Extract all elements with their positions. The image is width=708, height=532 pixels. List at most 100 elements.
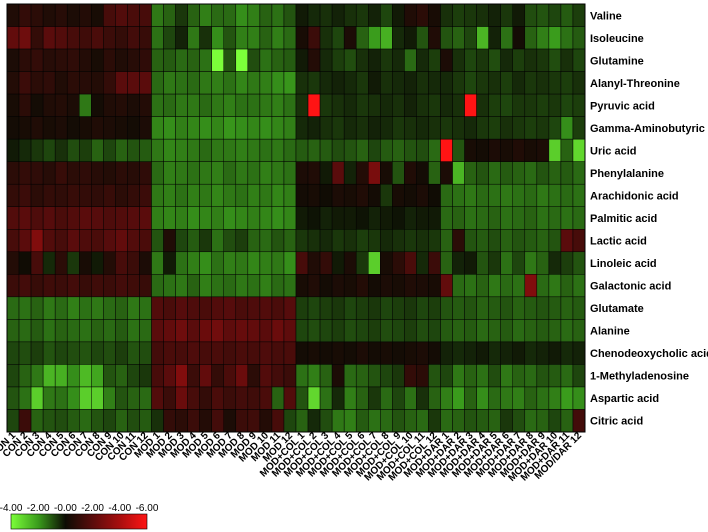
heatmap-cell <box>199 409 212 433</box>
heatmap-cell <box>536 341 550 365</box>
heatmap-cell <box>536 93 550 117</box>
heatmap-cell <box>259 138 273 162</box>
heatmap-cell <box>452 319 465 343</box>
heatmap-cell <box>271 116 285 140</box>
heatmap-cell <box>115 206 128 230</box>
heatmap-cell <box>115 341 128 365</box>
heatmap-cell <box>54 274 68 298</box>
heatmap-cell <box>560 319 574 343</box>
heatmap-cell <box>380 161 393 185</box>
heatmap-cell <box>175 138 188 162</box>
heatmap-cell <box>283 26 297 50</box>
heatmap-cell <box>331 386 345 410</box>
heatmap-cell <box>79 138 92 162</box>
heatmap-cell <box>54 183 68 207</box>
heatmap-cell <box>175 251 188 275</box>
heatmap-cell <box>139 3 152 27</box>
heatmap-cell <box>560 3 574 27</box>
heatmap-cell <box>127 26 140 50</box>
heatmap-cell <box>139 183 152 207</box>
heatmap-cell <box>42 229 56 253</box>
heatmap-cell <box>428 161 441 185</box>
heatmap-cell <box>560 386 574 410</box>
heatmap-cell <box>392 319 405 343</box>
heatmap-cell <box>404 71 417 95</box>
heatmap-cell <box>127 48 140 72</box>
heatmap-cell <box>91 251 104 275</box>
heatmap-cell <box>151 93 164 117</box>
heatmap-cell <box>500 319 513 343</box>
heatmap-cell <box>199 364 212 388</box>
heatmap-cell <box>331 26 345 50</box>
heatmap-cell <box>30 409 44 433</box>
heatmap-cell <box>319 71 333 95</box>
heatmap-cell <box>199 3 212 27</box>
heatmap-cell <box>223 229 237 253</box>
heatmap-cell <box>476 116 489 140</box>
heatmap-cell <box>476 161 489 185</box>
heatmap-cell <box>331 116 345 140</box>
heatmap-cell <box>428 71 441 95</box>
heatmap-cell <box>524 93 538 117</box>
heatmap-cell <box>464 3 477 27</box>
heatmap-cell <box>187 93 200 117</box>
heatmap-cell <box>476 364 489 388</box>
heatmap-cell <box>42 183 56 207</box>
heatmap-cell <box>139 138 152 162</box>
heatmap-cell <box>295 48 309 72</box>
heatmap-cell <box>464 116 477 140</box>
heatmap-cell <box>307 274 321 298</box>
heatmap-cell <box>331 409 345 433</box>
heatmap-cell <box>319 274 333 298</box>
heatmap-cell <box>355 71 369 95</box>
heatmap-cell <box>247 274 261 298</box>
heatmap-cell <box>6 386 20 410</box>
heatmap-cell <box>42 206 56 230</box>
heatmap-cell <box>416 138 429 162</box>
heatmap-cell <box>307 183 321 207</box>
heatmap-cell <box>343 229 357 253</box>
heatmap-cell <box>30 93 44 117</box>
heatmap-cell <box>6 71 20 95</box>
heatmap-cell <box>464 409 477 433</box>
heatmap-cell <box>464 296 477 320</box>
row-label: Glutamine <box>590 55 644 67</box>
heatmap-cell <box>512 138 526 162</box>
heatmap-cell <box>163 364 176 388</box>
heatmap-cell <box>151 229 164 253</box>
heatmap-cell <box>404 161 417 185</box>
heatmap-cell <box>151 319 164 343</box>
heatmap-cell <box>235 116 249 140</box>
heatmap-cell <box>536 296 550 320</box>
heatmap-cell <box>127 206 140 230</box>
heatmap-cell <box>139 296 152 320</box>
heatmap-cell <box>416 229 429 253</box>
heatmap-cell <box>295 319 309 343</box>
heatmap-cell <box>524 229 538 253</box>
heatmap-cell <box>404 26 417 50</box>
heatmap-cell <box>380 274 393 298</box>
heatmap-cell <box>103 319 116 343</box>
heatmap-cell <box>355 341 369 365</box>
heatmap-cell <box>247 71 261 95</box>
heatmap-cell <box>199 319 212 343</box>
heatmap-cell <box>392 229 405 253</box>
heatmap-cell <box>187 161 200 185</box>
heatmap-cell <box>139 386 152 410</box>
heatmap-cell <box>536 138 550 162</box>
heatmap-cell <box>103 71 116 95</box>
heatmap-cell <box>30 274 44 298</box>
heatmap-cell <box>512 409 526 433</box>
heatmap-cell <box>247 26 261 50</box>
heatmap-cell <box>163 183 176 207</box>
heatmap-cell <box>416 386 429 410</box>
heatmap-cell <box>464 341 477 365</box>
heatmap-cell <box>572 341 586 365</box>
heatmap-cell <box>464 71 477 95</box>
heatmap-cell <box>476 138 489 162</box>
heatmap-cell <box>211 229 225 253</box>
heatmap-cell <box>18 183 32 207</box>
heatmap-cell <box>488 26 501 50</box>
heatmap-cell <box>319 386 333 410</box>
